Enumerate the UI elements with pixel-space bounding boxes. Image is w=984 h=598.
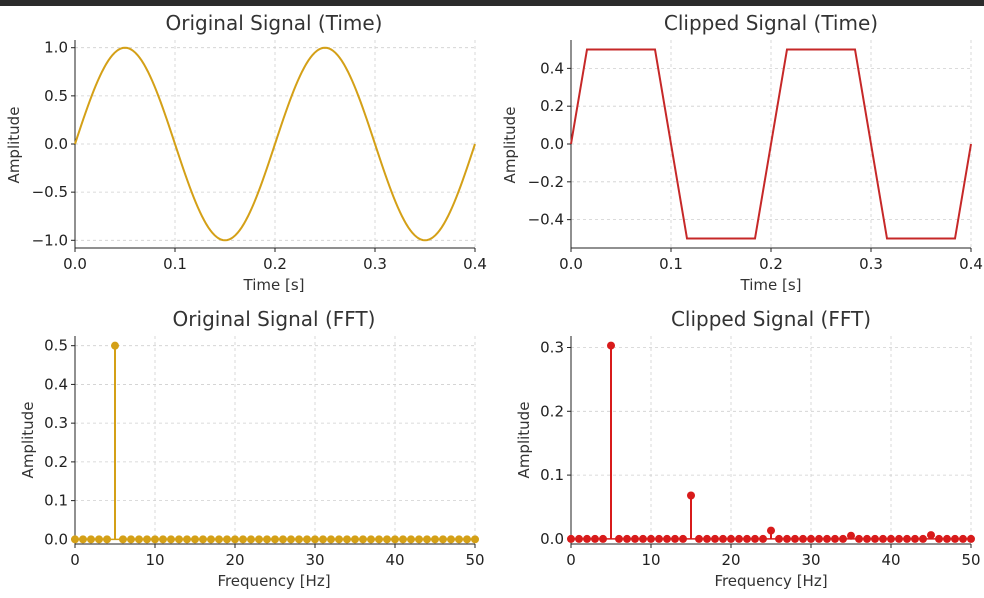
stem-marker xyxy=(687,491,695,500)
subplot-clipped-fft: Clipped Signal (FFT) Frequency [Hz] Ampl… xyxy=(515,307,981,590)
series-line xyxy=(74,46,476,242)
y-tick-label: 0.3 xyxy=(540,338,564,356)
y-tick-label: 0.1 xyxy=(540,466,564,484)
y-tick-label: −1.0 xyxy=(32,231,68,249)
y-tick-label: 0.1 xyxy=(44,492,68,510)
y-tick-label: 0.3 xyxy=(44,414,68,432)
y-axis-label: Amplitude xyxy=(515,402,533,479)
x-tick-label: 0 xyxy=(566,551,576,569)
y-axis-label: Amplitude xyxy=(19,402,37,479)
x-tick-label: 0.1 xyxy=(163,255,187,273)
y-tick-label: 0.0 xyxy=(540,135,564,153)
chart-title: Original Signal (Time) xyxy=(166,11,383,35)
x-tick-label: 0.4 xyxy=(463,255,487,273)
subplot-original-fft: Original Signal (FFT) Frequency [Hz] Amp… xyxy=(19,307,485,590)
subplot-clipped-time: Clipped Signal (Time) Time [s] Amplitude… xyxy=(501,11,983,294)
x-tick-label: 20 xyxy=(225,551,244,569)
chart-title: Original Signal (FFT) xyxy=(173,307,376,331)
chart-title: Clipped Signal (FFT) xyxy=(671,307,871,331)
y-tick-label: 0.2 xyxy=(44,453,68,471)
y-tick-label: −0.2 xyxy=(528,173,564,191)
stem-marker xyxy=(927,531,935,540)
grid xyxy=(570,336,972,544)
x-tick-label: 20 xyxy=(721,551,740,569)
x-tick-label: 50 xyxy=(465,551,484,569)
stem-series xyxy=(71,341,479,544)
stem-marker xyxy=(607,341,615,350)
x-tick-label: 30 xyxy=(305,551,324,569)
series-line xyxy=(570,48,972,240)
x-axis-label: Frequency [Hz] xyxy=(217,572,330,590)
x-tick-label: 10 xyxy=(145,551,164,569)
x-tick-label: 0.1 xyxy=(659,255,683,273)
y-tick-label: 0.0 xyxy=(44,135,68,153)
stem-marker xyxy=(847,531,855,540)
y-tick-label: 0.4 xyxy=(44,375,68,393)
y-tick-label: −0.4 xyxy=(528,211,564,229)
x-axis-label: Time [s] xyxy=(243,276,305,294)
subplot-original-time: Original Signal (Time) Time [s] Amplitud… xyxy=(5,11,487,294)
x-tick-label: 50 xyxy=(961,551,980,569)
x-axis-label: Time [s] xyxy=(740,276,802,294)
stem-series xyxy=(567,341,975,543)
x-tick-label: 0 xyxy=(70,551,80,569)
x-tick-label: 0.4 xyxy=(959,255,983,273)
x-tick-label: 0.2 xyxy=(759,255,783,273)
y-tick-label: −0.5 xyxy=(32,183,68,201)
grid xyxy=(74,336,476,544)
x-tick-label: 30 xyxy=(801,551,820,569)
window-top-bar xyxy=(0,0,984,6)
x-tick-label: 0.2 xyxy=(263,255,287,273)
x-tick-label: 10 xyxy=(641,551,660,569)
y-tick-label: 0.5 xyxy=(44,337,68,355)
y-axis-label: Amplitude xyxy=(501,107,519,184)
chart-title: Clipped Signal (Time) xyxy=(664,11,878,35)
x-tick-label: 0.0 xyxy=(559,255,583,273)
y-tick-label: 0.0 xyxy=(540,530,564,548)
y-tick-label: 0.4 xyxy=(540,59,564,77)
y-tick-label: 0.5 xyxy=(44,87,68,105)
stem-marker xyxy=(767,526,775,535)
y-tick-label: 0.2 xyxy=(540,402,564,420)
y-tick-label: 0.2 xyxy=(540,97,564,115)
y-tick-label: 0.0 xyxy=(44,530,68,548)
y-axis-label: Amplitude xyxy=(5,107,23,184)
x-axis-label: Frequency [Hz] xyxy=(714,572,827,590)
y-tick-label: 1.0 xyxy=(44,39,68,57)
x-tick-label: 40 xyxy=(881,551,900,569)
stem-marker xyxy=(111,341,119,350)
x-tick-label: 0.3 xyxy=(363,255,387,273)
x-tick-label: 0.3 xyxy=(859,255,883,273)
x-tick-label: 40 xyxy=(385,551,404,569)
x-tick-label: 0.0 xyxy=(63,255,87,273)
